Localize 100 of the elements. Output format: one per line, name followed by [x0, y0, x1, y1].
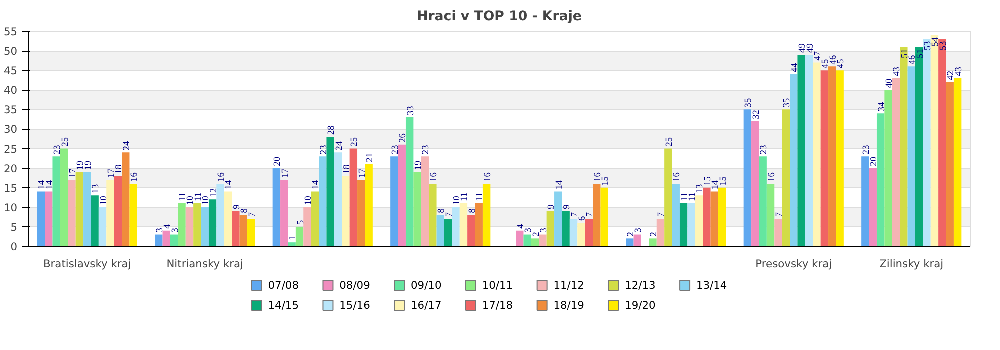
legend-label: 14/15 — [268, 299, 299, 312]
bar — [578, 223, 586, 246]
data-label: 3 — [634, 228, 644, 233]
bar — [593, 184, 601, 246]
bar — [37, 192, 46, 246]
data-label: 10 — [99, 196, 110, 206]
legend-label: 12/13 — [625, 279, 656, 292]
bar — [296, 226, 304, 246]
data-label: 49 — [806, 43, 816, 53]
bar — [444, 219, 452, 246]
legend-label: 13/14 — [696, 279, 728, 292]
data-label: 23 — [53, 144, 64, 155]
bar — [319, 156, 327, 246]
bar — [680, 204, 688, 246]
bar — [421, 156, 430, 246]
data-label: 24 — [122, 141, 132, 151]
y-tick-label: 40 — [4, 84, 18, 98]
data-label: 44 — [790, 62, 800, 72]
bar — [828, 66, 836, 246]
y-tick-label: 0 — [10, 240, 18, 254]
data-label: 8 — [240, 208, 250, 214]
bar — [930, 35, 939, 246]
legend-label: 19/20 — [625, 299, 656, 312]
x-tick-label: Nitriansky kraj — [166, 258, 244, 270]
bar — [798, 54, 806, 246]
bar — [60, 148, 68, 246]
data-label: 16 — [429, 172, 440, 182]
data-label: 15 — [601, 176, 612, 186]
data-label: 17 — [68, 168, 78, 178]
data-label: 16 — [483, 172, 494, 182]
legend-label: 11/12 — [554, 279, 584, 292]
bar — [805, 54, 814, 246]
bar — [531, 238, 540, 246]
data-label: 18 — [342, 164, 352, 174]
data-label: 7 — [586, 212, 596, 218]
data-label: 8 — [437, 208, 448, 214]
data-label: 23 — [760, 144, 770, 155]
bar — [398, 144, 406, 246]
data-label: 11 — [476, 192, 486, 202]
bar — [744, 110, 752, 246]
legend-label: 16/17 — [411, 299, 442, 312]
data-label: 16 — [130, 172, 140, 182]
data-label: 7 — [570, 212, 580, 218]
data-label: 10 — [202, 196, 212, 206]
bar — [539, 234, 547, 246]
bar — [862, 156, 870, 246]
bar — [884, 90, 892, 246]
bar — [155, 234, 163, 246]
bar — [892, 78, 900, 246]
data-label: 24 — [334, 141, 345, 151]
data-label: 8 — [468, 208, 478, 214]
data-label: 2 — [626, 232, 636, 237]
bar — [554, 192, 562, 246]
data-label: 10 — [304, 196, 314, 206]
y-tick-label: 30 — [4, 123, 18, 136]
bar — [342, 176, 350, 246]
bar — [908, 66, 916, 246]
data-label: 3 — [170, 228, 181, 233]
bar — [106, 180, 114, 246]
x-tick-label: Zilinsky kraj — [880, 258, 944, 270]
y-tick-label: 55 — [4, 26, 18, 38]
bar — [869, 168, 877, 246]
bar — [68, 180, 76, 246]
data-label: 25 — [350, 137, 360, 147]
y-tick-label: 45 — [4, 64, 18, 78]
data-label: 5 — [296, 220, 306, 225]
bar — [365, 164, 373, 246]
bar — [334, 152, 342, 246]
data-label: 6 — [578, 216, 588, 222]
data-label: 47 — [813, 51, 824, 61]
data-label: 2 — [650, 232, 660, 237]
data-label: 15 — [718, 176, 729, 186]
data-label: 7 — [774, 212, 785, 218]
bar — [688, 204, 696, 246]
bar — [790, 74, 798, 246]
bar — [468, 215, 476, 246]
bar — [938, 39, 946, 246]
legend-label: 10/11 — [482, 279, 514, 292]
data-label: 33 — [406, 106, 416, 116]
data-label: 23 — [862, 144, 872, 155]
data-label: 9 — [562, 204, 573, 210]
bar — [358, 180, 366, 246]
legend-label: 17/18 — [482, 299, 514, 312]
bar — [752, 121, 760, 246]
bar — [247, 219, 256, 246]
data-label: 51 — [916, 48, 926, 58]
bar — [98, 207, 107, 246]
data-label: 14 — [554, 180, 565, 190]
bar — [186, 207, 194, 246]
bar — [311, 192, 320, 246]
bar — [923, 39, 931, 246]
bar — [516, 230, 524, 246]
y-tick-label: 20 — [4, 162, 18, 176]
data-label: 16 — [672, 172, 683, 182]
bar — [766, 184, 775, 246]
bar — [585, 219, 594, 246]
bar — [954, 78, 962, 246]
data-label: 4 — [163, 224, 174, 229]
data-label: 40 — [885, 78, 896, 88]
bar — [114, 176, 122, 246]
